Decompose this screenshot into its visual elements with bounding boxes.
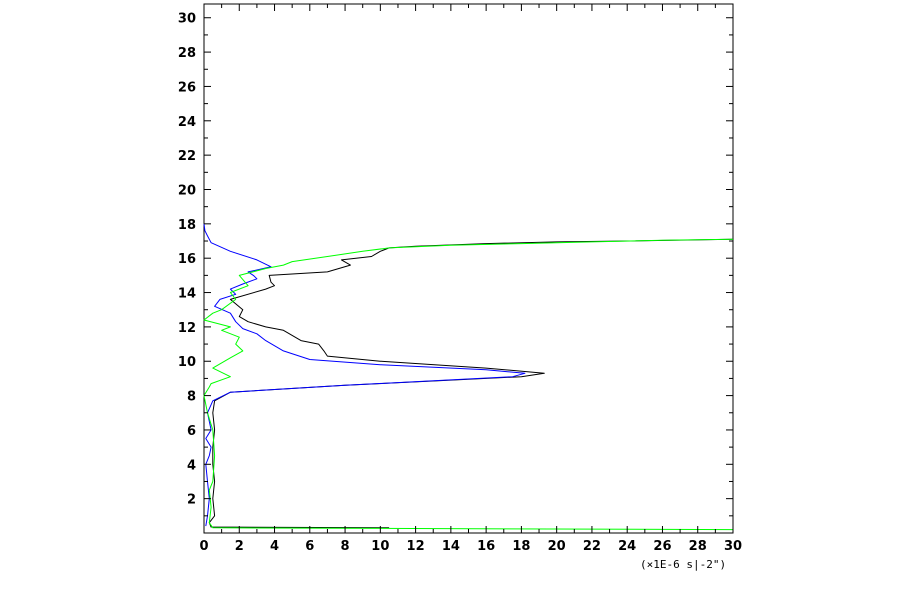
x-tick-label: 20 <box>548 539 566 554</box>
y-tick-label: 10 <box>178 355 196 370</box>
x-tick-label: 6 <box>305 539 314 554</box>
y-tick-label: 26 <box>178 80 196 95</box>
x-tick-label: 2 <box>235 539 244 554</box>
x-axis-unit-label: (×1E-6 s|-2") <box>640 558 726 571</box>
x-tick-label: 30 <box>724 539 742 554</box>
y-tick-label: 8 <box>187 390 196 405</box>
y-tick-label: 12 <box>178 321 196 336</box>
plot-area-border <box>203 3 734 534</box>
x-tick-label: 18 <box>512 539 530 554</box>
y-tick-label: 30 <box>178 12 196 27</box>
y-tick-label: 16 <box>178 252 196 267</box>
y-tick-label: 28 <box>178 46 196 61</box>
x-tick-label: 4 <box>270 539 279 554</box>
x-tick-label: 12 <box>407 539 425 554</box>
x-tick-label: 16 <box>477 539 495 554</box>
series-line-2 <box>203 223 526 527</box>
series-line-1 <box>208 238 734 529</box>
y-tick-label: 4 <box>187 458 196 473</box>
x-tick-label: 22 <box>583 539 601 554</box>
y-tick-label: 6 <box>187 424 196 439</box>
x-tick-label: 26 <box>653 539 671 554</box>
y-tick-label: 20 <box>178 183 196 198</box>
x-tick-label: 10 <box>371 539 389 554</box>
x-tick-label: 0 <box>199 539 208 554</box>
y-tick-label: 24 <box>178 115 196 130</box>
series-line-3 <box>203 238 734 531</box>
y-tick-label: 18 <box>178 218 196 233</box>
x-tick-label: 28 <box>689 539 707 554</box>
y-tick-label: 2 <box>187 493 196 508</box>
y-tick-label: 14 <box>178 287 196 302</box>
x-tick-label: 14 <box>442 539 460 554</box>
x-tick-label: 24 <box>618 539 636 554</box>
x-tick-label: 8 <box>341 539 350 554</box>
y-tick-label: 22 <box>178 149 196 164</box>
